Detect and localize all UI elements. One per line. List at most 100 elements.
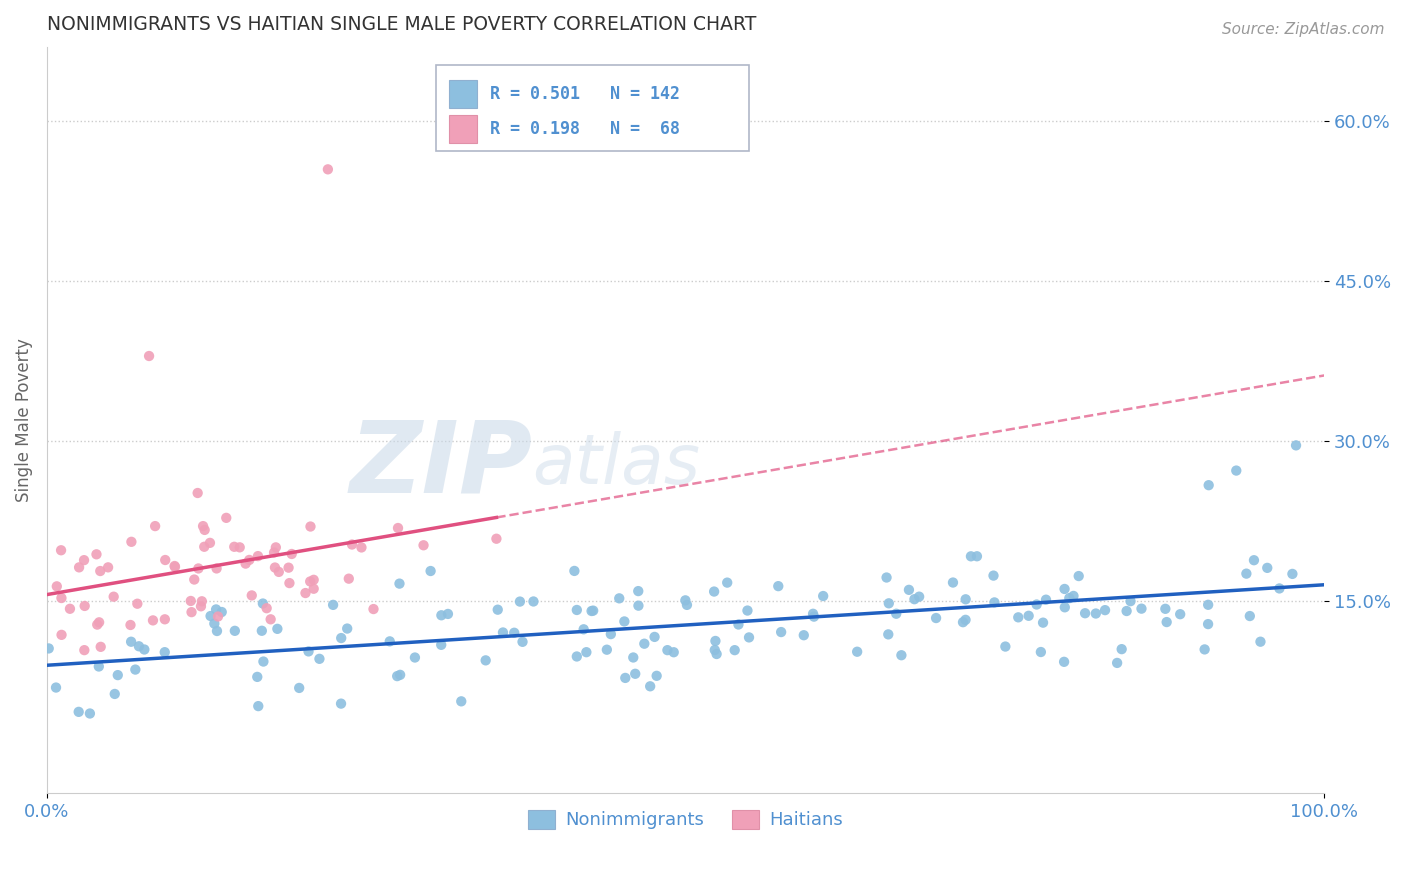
Point [259,612,281,626]
Point [153,612,176,626]
Point [322,598,344,612]
Text: ZIP: ZIP [349,417,533,513]
Point [302,582,325,596]
Text: Source: ZipAtlas.com: Source: ZipAtlas.com [1222,22,1385,37]
Point [419,564,441,578]
Point [49,543,72,558]
Point [193,540,215,554]
Point [1194,642,1216,657]
Point [582,604,605,618]
Point [1084,607,1107,621]
Point [86,547,108,561]
Point [703,584,725,599]
Point [952,615,974,630]
Point [903,592,925,607]
Point [385,669,408,683]
Point [793,628,815,642]
Point [207,609,229,624]
Point [191,594,214,608]
Point [596,642,619,657]
Point [1154,602,1177,616]
Point [89,564,111,578]
Point [1268,582,1291,596]
Point [1115,604,1137,618]
Point [599,627,621,641]
Point [1225,464,1247,478]
Point [120,618,142,632]
Point [155,553,177,567]
Point [387,521,409,535]
Point [73,599,96,613]
Legend: Nonimmigrants, Haitians: Nonimmigrants, Haitians [520,803,851,837]
Point [1035,592,1057,607]
Point [299,519,322,533]
Point [1130,601,1153,615]
Point [1053,582,1076,596]
Point [801,607,824,621]
Point [770,625,793,640]
Point [621,650,644,665]
Point [955,613,977,627]
Point [724,643,747,657]
Point [128,640,150,654]
Point [388,576,411,591]
Point [676,598,699,612]
Point [1111,642,1133,657]
Point [267,565,290,579]
Point [389,668,412,682]
Point [768,579,790,593]
Point [1285,438,1308,452]
Point [492,625,515,640]
Point [942,575,965,590]
Point [104,687,127,701]
Point [1234,566,1257,581]
Point [266,622,288,636]
Point [308,652,330,666]
Point [437,607,460,621]
Point [120,534,142,549]
Point [215,511,238,525]
Point [51,628,73,642]
Point [1281,566,1303,581]
Point [1198,478,1220,492]
Point [224,624,246,638]
Point [645,669,668,683]
Point [1197,598,1219,612]
Point [336,622,359,636]
Point [87,615,110,630]
Point [246,670,269,684]
Point [846,645,869,659]
Point [706,647,728,661]
Point [704,634,727,648]
Point [103,590,125,604]
Point [194,523,217,537]
Point [581,604,603,618]
Point [97,560,120,574]
Point [897,582,920,597]
Point [86,617,108,632]
Point [662,645,685,659]
Point [163,560,186,574]
Point [657,643,679,657]
Point [1239,609,1261,624]
Point [120,634,142,648]
Point [59,601,82,615]
Point [1059,591,1081,606]
Point [430,608,453,623]
Point [925,611,948,625]
Point [430,638,453,652]
Point [107,668,129,682]
Point [280,547,302,561]
Point [127,597,149,611]
FancyBboxPatch shape [450,79,477,108]
Point [966,549,988,564]
Point [877,596,900,610]
Point [180,605,202,619]
Point [716,575,738,590]
Point [983,568,1005,582]
Point [575,645,598,659]
Point [564,564,586,578]
Point [330,697,353,711]
Point [200,609,222,624]
Point [1053,655,1076,669]
